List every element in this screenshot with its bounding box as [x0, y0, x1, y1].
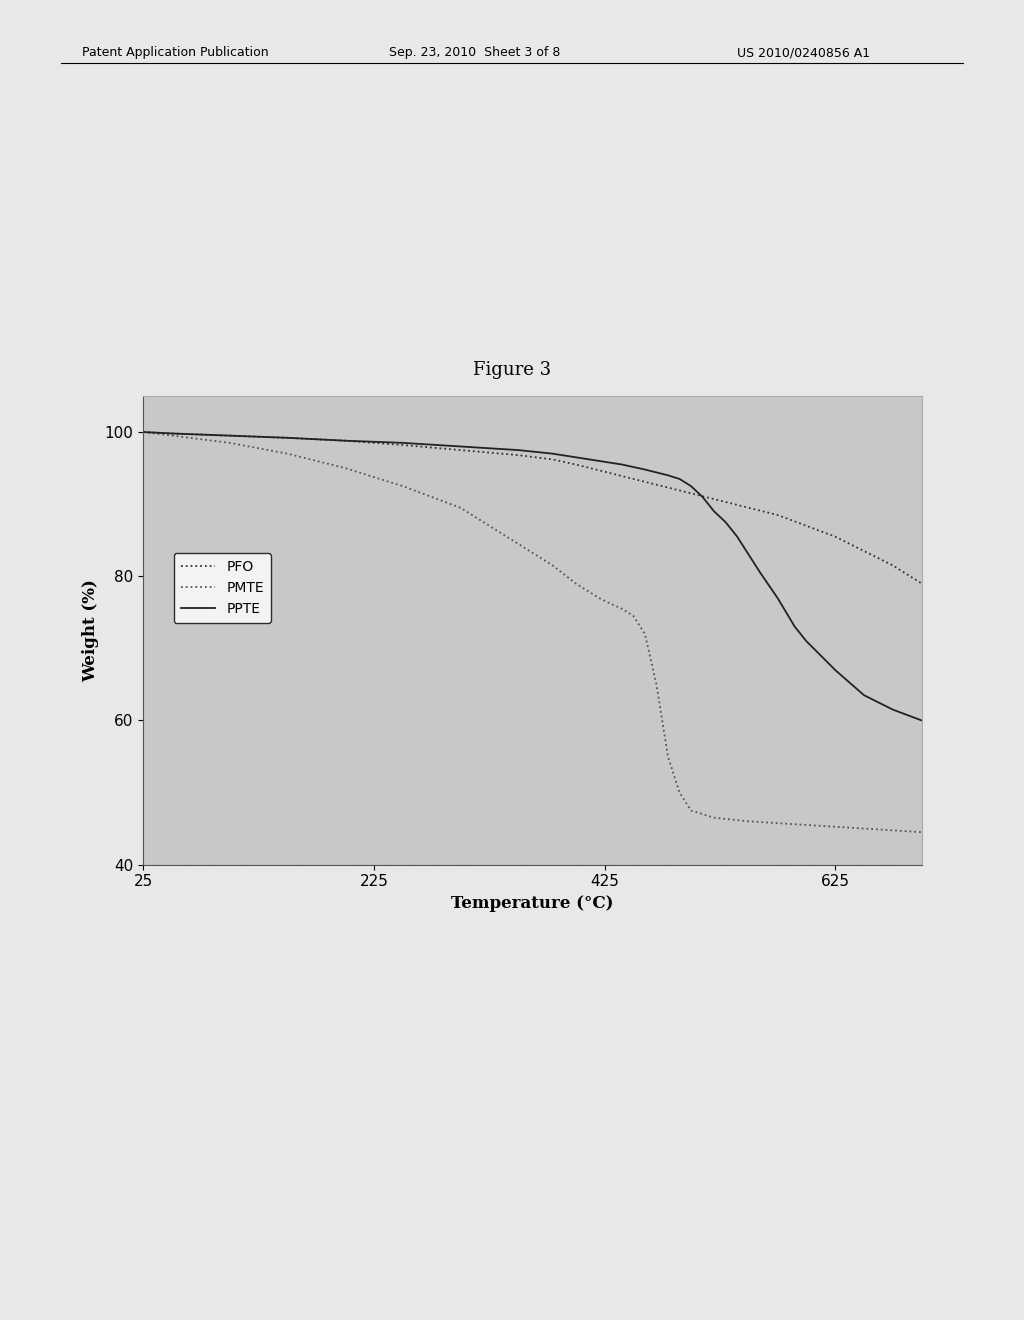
PPTE: [771, 590, 783, 606]
PPTE: [662, 467, 674, 483]
PMTE: [685, 803, 697, 818]
PMTE: [166, 428, 178, 444]
PPTE: [800, 634, 812, 649]
PFO: [800, 517, 812, 533]
PFO: [915, 576, 928, 591]
PMTE: [477, 515, 489, 531]
Line: PPTE: PPTE: [143, 432, 922, 721]
PMTE: [137, 424, 150, 440]
PPTE: [639, 462, 651, 478]
PFO: [598, 463, 610, 479]
PFO: [339, 433, 351, 449]
PMTE: [339, 461, 351, 477]
PFO: [685, 486, 697, 502]
PMTE: [223, 436, 236, 451]
PPTE: [593, 453, 605, 469]
PPTE: [166, 425, 178, 441]
PPTE: [137, 424, 150, 440]
PFO: [223, 428, 236, 444]
PMTE: [282, 446, 294, 462]
Text: Patent Application Publication: Patent Application Publication: [82, 46, 268, 59]
Text: Sep. 23, 2010  Sheet 3 of 8: Sep. 23, 2010 Sheet 3 of 8: [389, 46, 560, 59]
PMTE: [708, 809, 720, 826]
PFO: [887, 557, 899, 573]
Line: PFO: PFO: [143, 432, 922, 583]
PMTE: [915, 824, 928, 840]
PFO: [656, 478, 669, 494]
PFO: [455, 442, 467, 458]
PMTE: [674, 784, 686, 800]
PPTE: [887, 702, 899, 718]
PFO: [742, 500, 755, 516]
Y-axis label: Weight (%): Weight (%): [82, 579, 99, 681]
X-axis label: Temperature (°C): Temperature (°C): [452, 895, 613, 912]
PPTE: [674, 471, 686, 487]
PFO: [829, 529, 842, 545]
PMTE: [581, 582, 593, 598]
Line: PMTE: PMTE: [143, 432, 922, 832]
PMTE: [628, 609, 640, 624]
PFO: [282, 430, 294, 446]
PFO: [628, 471, 640, 487]
PPTE: [569, 449, 582, 465]
PMTE: [662, 748, 674, 764]
PPTE: [829, 663, 842, 678]
Text: US 2010/0240856 A1: US 2010/0240856 A1: [737, 46, 870, 59]
PMTE: [604, 595, 616, 611]
PPTE: [915, 713, 928, 729]
PMTE: [523, 543, 536, 558]
PPTE: [708, 503, 720, 519]
PPTE: [742, 546, 755, 562]
PFO: [166, 425, 178, 441]
PMTE: [639, 626, 651, 642]
PMTE: [593, 590, 605, 606]
PFO: [396, 437, 409, 453]
PFO: [512, 447, 524, 463]
PMTE: [742, 813, 755, 829]
PPTE: [282, 430, 294, 446]
PFO: [714, 492, 726, 508]
PMTE: [501, 529, 513, 545]
PPTE: [223, 428, 236, 444]
PPTE: [720, 515, 732, 531]
PMTE: [547, 557, 559, 573]
PPTE: [547, 446, 559, 462]
PPTE: [754, 565, 766, 581]
PMTE: [455, 500, 467, 516]
PFO: [771, 507, 783, 523]
PMTE: [569, 576, 582, 591]
PPTE: [685, 478, 697, 494]
PFO: [547, 451, 559, 467]
PPTE: [615, 457, 628, 473]
PFO: [569, 457, 582, 473]
PPTE: [339, 433, 351, 449]
PFO: [137, 424, 150, 440]
PMTE: [858, 821, 870, 837]
PPTE: [731, 529, 743, 545]
PMTE: [650, 676, 663, 692]
PPTE: [396, 436, 409, 451]
PPTE: [858, 688, 870, 704]
PMTE: [800, 817, 812, 833]
PPTE: [512, 442, 524, 458]
PPTE: [788, 619, 801, 635]
PMTE: [615, 601, 628, 616]
PFO: [858, 543, 870, 558]
PMTE: [396, 478, 409, 494]
PPTE: [455, 438, 467, 454]
PPTE: [696, 488, 709, 504]
Legend: PFO, PMTE, PPTE: PFO, PMTE, PPTE: [174, 553, 271, 623]
Text: Figure 3: Figure 3: [473, 360, 551, 379]
